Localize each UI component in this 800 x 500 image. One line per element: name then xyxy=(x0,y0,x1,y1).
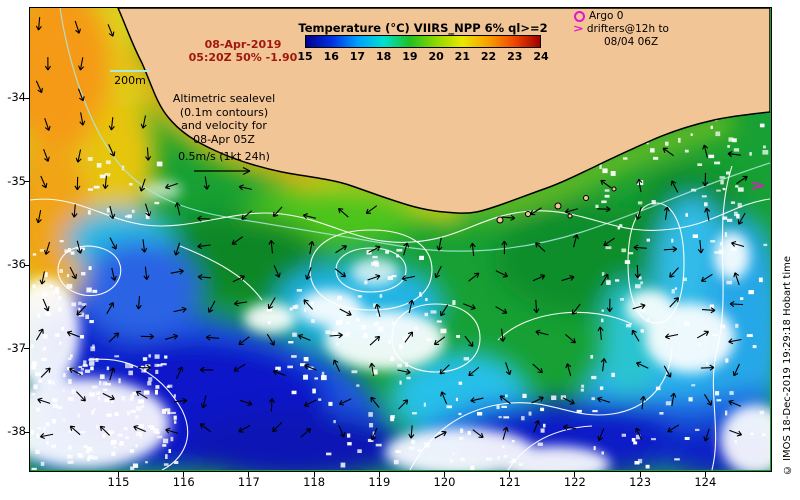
x-axis-tick xyxy=(574,472,576,477)
colorbar-tick-label: 20 xyxy=(428,50,444,63)
bathymetry-legend: 200m xyxy=(108,70,152,87)
x-axis-label: 117 xyxy=(237,475,260,489)
islands xyxy=(496,186,617,224)
land-mass xyxy=(117,8,770,214)
datetime-annotation: 08-Apr-2019 05:20Z 50% -1.90 xyxy=(182,38,304,64)
argo-label: Argo 0 xyxy=(589,10,624,22)
x-axis-label: 116 xyxy=(172,475,195,489)
bathymetry-200m-contour xyxy=(59,8,770,252)
colorbar-tick-label: 18 xyxy=(376,50,392,63)
y-axis-label: -35 xyxy=(7,173,26,188)
x-axis-label: 118 xyxy=(303,475,326,489)
y-axis-label: -37 xyxy=(7,340,26,355)
bathymetry-label: 200m xyxy=(114,74,146,87)
x-axis-tick xyxy=(704,472,706,477)
x-axis-tick xyxy=(378,472,380,477)
colorbar-tick-label: 17 xyxy=(349,50,366,63)
colorbar-tick-label: 16 xyxy=(323,50,339,63)
x-axis-tick xyxy=(183,472,185,477)
y-axis-tick xyxy=(24,431,29,433)
colorbar-tick-label: 24 xyxy=(533,50,549,63)
time-quality-label: 05:20Z 50% -1.90 xyxy=(188,51,298,64)
y-axis-label: -36 xyxy=(7,257,26,271)
colorbar-tick-label: 23 xyxy=(507,50,523,63)
sealevel-contours xyxy=(30,165,770,470)
x-axis-tick xyxy=(118,472,119,477)
x-axis-label: 119 xyxy=(368,475,391,489)
x-axis-label: 123 xyxy=(629,475,652,489)
map-plot-area: Temperature (°C) VIIRS_NPP 6% ql>=2 15 16… xyxy=(29,7,772,472)
sst-map-canvas xyxy=(30,8,770,470)
y-axis-tick xyxy=(24,181,29,182)
y-axis-tick xyxy=(24,264,29,266)
colorbar-tick-label: 15 xyxy=(297,50,313,63)
bathymetry-line-sample xyxy=(110,70,150,72)
drifters-label-line2: 08/04 06Z xyxy=(604,36,659,48)
velocity-arrows xyxy=(35,17,748,442)
colorbar-tick-label: 22 xyxy=(480,50,497,63)
velocity-scale-label: 0.5m/s (1kt 24h) xyxy=(178,150,270,163)
argo-drifters-annotation: Argo 0 > drifters@12h to 08/04 06Z xyxy=(572,10,669,49)
y-axis-label: -38 xyxy=(7,424,26,438)
velocity-scale-arrow xyxy=(194,166,251,175)
y-axis-tick xyxy=(24,348,29,349)
drifters-label-line1: drifters@12h to xyxy=(586,23,669,35)
altimetry-annotation: Altimetric sealevel (0.1m contours) and … xyxy=(150,92,298,176)
altimetry-line: 08-Apr 05Z xyxy=(193,132,255,146)
x-axis-tick xyxy=(444,472,445,477)
y-axis-label: -34 xyxy=(7,90,26,104)
altimetry-line: (0.1m contours) xyxy=(179,105,269,119)
altimetry-line: and velocity for xyxy=(181,119,267,132)
colorbar-tick-label: 19 xyxy=(402,50,418,63)
copyright-credit: © IMOS 18-Dec-2019 19:29:18 Hobart time xyxy=(782,255,793,475)
y-axis-tick xyxy=(24,97,29,99)
cloud-patches xyxy=(30,181,770,470)
x-axis-label: 122 xyxy=(563,475,586,489)
colorbar-tick-label: 21 xyxy=(454,50,470,63)
altimetry-line: Altimetric sealevel xyxy=(172,92,276,105)
colorbar-tick-labels: 15 16 17 18 19 20 21 22 23 24 xyxy=(297,50,548,63)
x-axis-tick xyxy=(248,472,250,477)
x-axis-label: 124 xyxy=(694,475,717,489)
x-axis-tick xyxy=(313,472,315,477)
colorbar-title: Temperature (°C) VIIRS_NPP 6% ql>=2 xyxy=(298,21,548,35)
colorbar xyxy=(305,35,541,48)
x-axis-label: 121 xyxy=(498,475,521,489)
drifter-arrow-icon: > xyxy=(572,23,584,35)
x-axis-tick xyxy=(639,472,641,477)
x-axis-label: 120 xyxy=(433,475,456,489)
drifter-arrow-icon: > xyxy=(749,178,766,194)
x-axis-label: 115 xyxy=(107,475,130,489)
x-axis-tick xyxy=(509,472,511,477)
argo-float-icon xyxy=(574,11,585,22)
date-label: 08-Apr-2019 xyxy=(204,38,282,51)
